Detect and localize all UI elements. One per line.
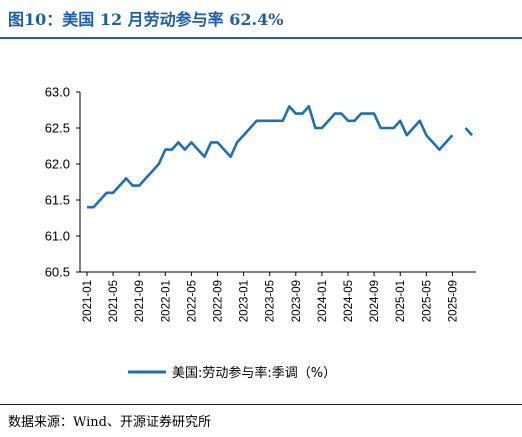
series-line [87, 105, 454, 209]
x-tick-label: 2023-05 [265, 280, 277, 322]
title-rule [0, 37, 522, 39]
x-tick-label: 2023-09 [291, 280, 303, 322]
x-tick-label: 2022-09 [213, 280, 225, 322]
x-tick-label: 2022-05 [186, 280, 198, 322]
x-tick-label: 2021-09 [134, 280, 146, 322]
legend-label: 美国:劳动参与率:季调（%） [172, 365, 336, 381]
legend: 美国:劳动参与率:季调（%） [128, 365, 336, 381]
footer-rule [0, 404, 522, 405]
series-lines [87, 105, 473, 209]
x-tick-label: 2023-01 [239, 280, 251, 322]
y-tick-label: 60.5 [45, 265, 70, 280]
figure-title: 图10：美国 12 月劳动参与率 62.4% [8, 10, 284, 29]
y-tick-label: 61.5 [45, 193, 70, 208]
x-tick-label: 2024-05 [343, 280, 355, 322]
y-tick-label: 62.5 [45, 121, 70, 136]
x-tick-label: 2021-05 [108, 280, 120, 322]
x-tick-label: 2025-01 [395, 280, 407, 322]
y-tick-label: 63.0 [45, 85, 70, 100]
y-tick-label: 61.0 [45, 229, 70, 244]
x-tick-label: 2024-01 [317, 280, 329, 322]
x-tick-label: 2021-01 [82, 280, 94, 322]
y-tick-label: 62.0 [45, 157, 70, 172]
x-tick-label: 2025-05 [421, 280, 433, 322]
chart-axes [79, 92, 476, 273]
series-line [464, 127, 473, 137]
x-axis-ticks: 2021-01 2021-05 2021-09 2022-01 2022-05 2022-… [82, 272, 459, 322]
x-tick-label: 2024-09 [369, 280, 381, 322]
y-axis-ticks: 60.5 61.0 61.5 62.0 62.5 63.0 [45, 85, 80, 280]
x-tick-label: 2022-01 [160, 280, 172, 322]
data-source: 数据来源：Wind、开源证券研究所 [8, 415, 211, 430]
x-tick-label: 2025-09 [447, 280, 459, 322]
